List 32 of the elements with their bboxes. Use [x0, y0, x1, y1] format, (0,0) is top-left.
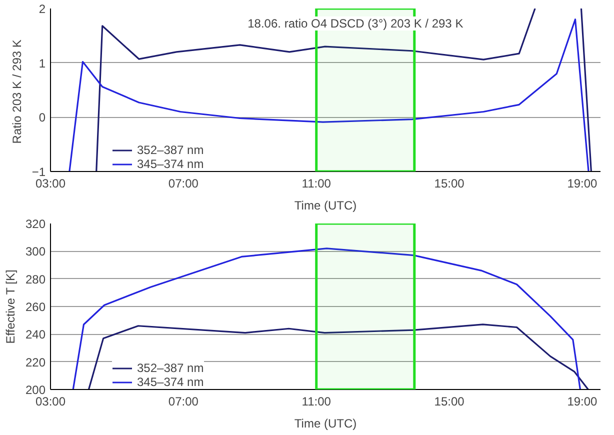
legend-label: 345–374 nm: [137, 157, 204, 171]
y-tick-label: 300: [25, 244, 46, 259]
legend-label: 352–387 nm: [137, 361, 204, 375]
x-tick-label: 19:00: [567, 394, 598, 408]
annotation: 18.06. ratio O4 DSCD (3°) 203 K / 293 K: [248, 16, 464, 30]
line-series: [88, 324, 590, 390]
y-tick-label: 2: [38, 2, 46, 16]
x-tick-label: 11:00: [302, 176, 332, 190]
x-tick-label: 15:00: [434, 176, 465, 190]
legend-label: 345–374 nm: [137, 375, 204, 389]
legend-label: 352–387 nm: [137, 143, 204, 157]
x-axis-title: Time (UTC): [294, 198, 357, 212]
y-tick-label: 280: [25, 272, 46, 286]
x-tick-label: 03:00: [35, 176, 66, 190]
x-tick-label: 03:00: [35, 394, 66, 408]
y-tick-label: −1: [32, 165, 46, 179]
x-tick-label: 07:00: [168, 394, 199, 408]
x-tick-label: 11:00: [302, 394, 332, 408]
y-tick-label: 320: [25, 217, 46, 231]
x-tick-label: 15:00: [434, 394, 465, 408]
y-axis-title: Ratio 203 K / 293 K: [10, 40, 24, 144]
y-tick-label: 260: [25, 300, 46, 314]
y-tick-label: 1: [38, 56, 46, 70]
x-tick-label: 19:00: [567, 176, 598, 190]
x-tick-label: 07:00: [168, 176, 199, 190]
y-tick-label: 220: [25, 355, 46, 370]
y-axis-title: Effective T [K]: [3, 270, 18, 344]
line-series: [72, 248, 582, 390]
y-tick-label: 240: [25, 328, 46, 342]
y-tick-label: 200: [25, 383, 46, 397]
x-axis-title: Time (UTC): [294, 416, 357, 430]
y-tick-label: 0: [38, 110, 46, 125]
